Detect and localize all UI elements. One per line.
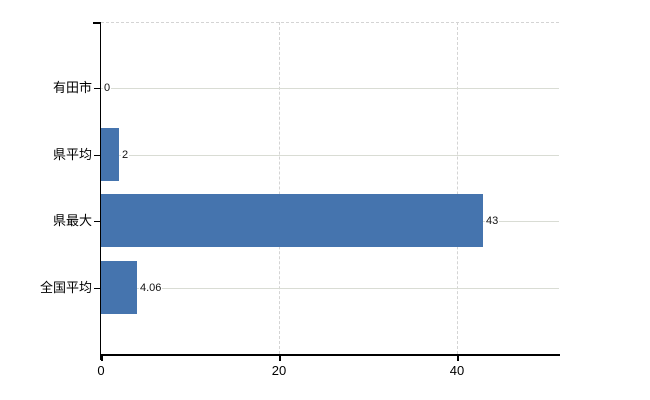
category-tick (94, 288, 101, 289)
bar-value-label: 0 (103, 81, 112, 95)
x-tick-label: 40 (449, 363, 465, 378)
horizontal-gridline (101, 155, 559, 156)
bar-value-label: 2 (121, 148, 130, 162)
bar (101, 261, 137, 314)
category-label: 県最大 (52, 213, 92, 228)
x-axis-tick (457, 354, 459, 361)
category-label: 全国平均 (39, 280, 92, 295)
category-tick (94, 88, 101, 89)
x-axis-tick (101, 354, 103, 361)
bar-value-label: 4.06 (139, 281, 163, 295)
y-axis-line (99, 22, 101, 360)
x-tick-label: 0 (97, 363, 105, 378)
y-axis-top-tick (93, 22, 101, 24)
horizontal-gridline (101, 88, 559, 89)
x-axis-line (99, 354, 560, 356)
plot-top-border (101, 22, 559, 23)
category-label: 有田市 (52, 80, 92, 95)
bar (101, 194, 483, 247)
x-tick-label: 20 (271, 363, 287, 378)
category-tick (94, 221, 101, 222)
bar-value-label: 43 (485, 214, 500, 228)
vertical-gridline (457, 22, 458, 354)
x-axis-tick (279, 354, 281, 361)
vertical-gridline (279, 22, 280, 354)
category-tick (94, 155, 101, 156)
horizontal-gridline (101, 288, 559, 289)
category-label: 県平均 (52, 147, 92, 162)
bar (101, 128, 119, 181)
